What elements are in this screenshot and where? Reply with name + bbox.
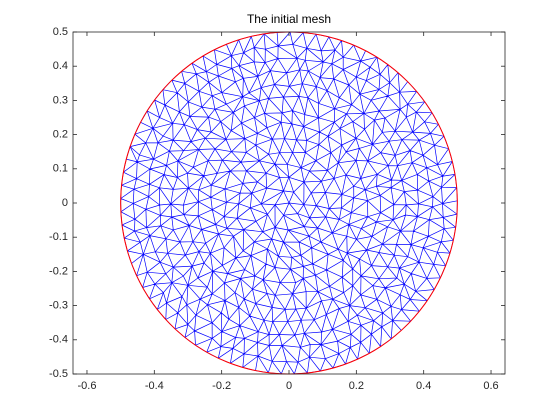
y-tick-label: 0.1 [53, 163, 68, 175]
y-tick-label: 0.5 [53, 26, 68, 38]
y-tick-label: -0.1 [49, 231, 68, 243]
x-tick-label: -0.2 [212, 380, 231, 392]
y-tick-label: 0.3 [53, 94, 68, 106]
x-tick-label: 0.6 [483, 380, 498, 392]
y-tick-label: -0.4 [49, 334, 68, 346]
y-tick-label: -0.2 [49, 265, 68, 277]
x-tick-label: -0.6 [77, 380, 96, 392]
y-tick-label: -0.5 [49, 368, 68, 380]
x-tick-label: 0.4 [416, 380, 431, 392]
y-tick-label: 0 [62, 197, 68, 209]
x-tick-label: 0 [286, 380, 292, 392]
y-tick-label: -0.3 [49, 300, 68, 312]
x-tick-label: 0.2 [349, 380, 364, 392]
y-tick-label: 0.4 [53, 60, 68, 72]
x-tick-label: -0.4 [145, 380, 164, 392]
chart-title: The initial mesh [247, 12, 331, 26]
y-tick-label: 0.2 [53, 129, 68, 141]
